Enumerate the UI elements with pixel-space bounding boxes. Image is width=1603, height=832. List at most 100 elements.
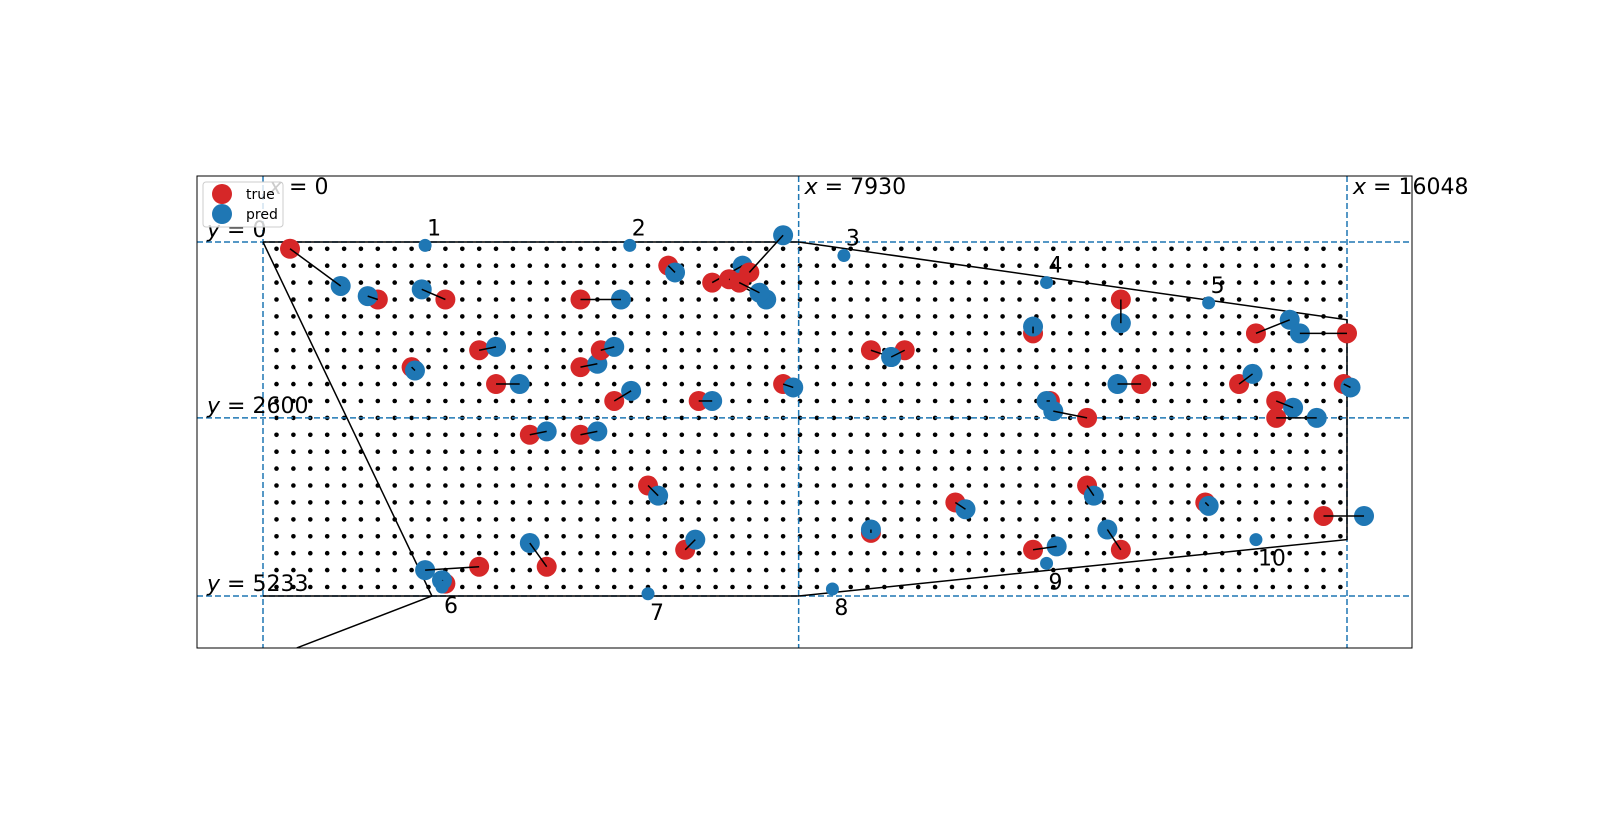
grid-point xyxy=(1304,263,1309,269)
grid-point xyxy=(932,398,938,404)
grid-point xyxy=(375,584,381,590)
grid-point xyxy=(1000,263,1005,269)
grid-point xyxy=(443,246,448,252)
pair-connector xyxy=(479,346,497,351)
pair-connector xyxy=(289,248,342,287)
grid-point xyxy=(1034,449,1039,455)
grid-point xyxy=(1118,449,1124,455)
grid-point xyxy=(443,280,448,285)
grid-point xyxy=(291,331,296,336)
grid-point xyxy=(375,381,381,387)
grid-point xyxy=(611,331,617,336)
grid-point xyxy=(780,280,786,285)
grid-point xyxy=(814,584,820,590)
grid-point xyxy=(662,398,668,404)
grid-point xyxy=(1135,550,1140,556)
grid-point xyxy=(662,381,668,387)
grid-point xyxy=(493,364,499,370)
pair-connector xyxy=(411,366,416,372)
grid-point xyxy=(1084,567,1090,573)
grid-point xyxy=(341,432,347,438)
grid-point xyxy=(1304,314,1309,319)
grid-point xyxy=(1169,550,1174,556)
grid-point xyxy=(1203,517,1208,522)
marker-label-5: 5 xyxy=(1211,274,1225,299)
grid-point xyxy=(409,381,414,387)
grid-point xyxy=(1135,567,1140,573)
grid-point xyxy=(1118,280,1124,285)
grid-point xyxy=(899,550,904,556)
grid-point xyxy=(882,466,887,471)
grid-point xyxy=(426,483,431,488)
grid-point xyxy=(1270,314,1276,319)
grid-point xyxy=(899,517,904,522)
grid-point xyxy=(1051,517,1056,522)
grid-point xyxy=(409,347,414,353)
grid-point xyxy=(426,381,431,387)
grid-point xyxy=(1084,347,1090,353)
grid-point xyxy=(375,466,381,471)
grid-point xyxy=(645,381,651,387)
grid-point xyxy=(1051,314,1056,319)
grid-point xyxy=(578,280,583,285)
grid-point xyxy=(527,331,533,336)
grid-point xyxy=(392,347,398,353)
grid-point xyxy=(611,500,617,505)
grid-point xyxy=(1203,483,1208,488)
grid-point xyxy=(814,280,820,285)
grid-point xyxy=(291,415,296,421)
grid-point xyxy=(1101,550,1107,556)
grid-point xyxy=(1203,347,1208,353)
grid-point xyxy=(324,432,330,438)
grid-point xyxy=(274,381,279,387)
pair-connector xyxy=(425,565,480,571)
grid-point xyxy=(882,534,887,539)
grid-point xyxy=(1253,246,1259,252)
grid-point xyxy=(291,567,296,573)
grid-point xyxy=(595,449,600,455)
grid-point xyxy=(392,364,398,370)
grid-point xyxy=(1270,534,1276,539)
grid-point xyxy=(1270,567,1276,573)
grid-point xyxy=(443,314,448,319)
grid-point xyxy=(1287,517,1292,522)
grid-point xyxy=(848,331,853,336)
grid-point xyxy=(1270,500,1276,505)
grid-point xyxy=(1270,331,1276,336)
grid-point xyxy=(595,398,600,404)
grid-point xyxy=(949,398,955,404)
grid-point xyxy=(409,297,414,302)
grid-point xyxy=(662,364,668,370)
grid-point xyxy=(915,314,921,319)
grid-point xyxy=(814,466,820,471)
grid-point xyxy=(730,364,735,370)
grid-point xyxy=(696,449,701,455)
grid-point xyxy=(730,567,735,573)
grid-point xyxy=(763,280,769,285)
grid-point xyxy=(1084,364,1090,370)
grid-point xyxy=(476,280,482,285)
grid-point xyxy=(730,347,735,353)
grid-point xyxy=(510,466,516,471)
grid-point xyxy=(476,331,482,336)
grid-point xyxy=(1253,517,1259,522)
grid-point xyxy=(1270,280,1276,285)
grid-point xyxy=(932,449,938,455)
grid-point xyxy=(763,398,769,404)
grid-point xyxy=(274,550,279,556)
grid-point xyxy=(375,432,381,438)
grid-point xyxy=(730,534,735,539)
grid-point xyxy=(1304,398,1309,404)
grid-point xyxy=(493,297,499,302)
grid-point xyxy=(848,466,853,471)
grid-point xyxy=(426,364,431,370)
grid-point xyxy=(1203,584,1208,590)
grid-point xyxy=(1219,567,1225,573)
grid-point xyxy=(679,398,685,404)
grid-point xyxy=(1219,381,1225,387)
grid-point xyxy=(1186,263,1191,269)
grid-point xyxy=(358,263,364,269)
grid-point xyxy=(1236,263,1242,269)
grid-point xyxy=(409,280,414,285)
